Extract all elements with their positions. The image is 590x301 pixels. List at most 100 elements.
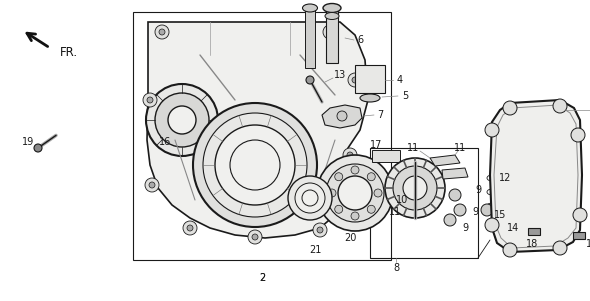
Circle shape: [252, 234, 258, 240]
Circle shape: [327, 29, 333, 35]
Ellipse shape: [360, 94, 380, 102]
Circle shape: [326, 164, 384, 222]
Circle shape: [335, 173, 343, 181]
Text: 9: 9: [462, 223, 468, 233]
Circle shape: [248, 230, 262, 244]
Bar: [528, 228, 540, 235]
Text: 18: 18: [526, 239, 538, 249]
Text: 16: 16: [159, 137, 171, 147]
Circle shape: [203, 113, 307, 217]
Circle shape: [374, 189, 382, 197]
Text: 11: 11: [389, 207, 401, 217]
Circle shape: [295, 183, 325, 213]
Text: 10: 10: [396, 195, 408, 205]
Bar: [355, 65, 385, 93]
Text: 2: 2: [259, 273, 265, 283]
Polygon shape: [442, 168, 468, 179]
Circle shape: [147, 97, 153, 103]
Circle shape: [328, 189, 336, 197]
Circle shape: [34, 144, 42, 152]
Text: 4: 4: [397, 75, 403, 85]
Circle shape: [155, 25, 169, 39]
Circle shape: [159, 29, 165, 35]
Circle shape: [403, 176, 427, 200]
Text: 17: 17: [370, 140, 382, 150]
Text: 13: 13: [334, 70, 346, 80]
Circle shape: [193, 103, 317, 227]
Circle shape: [337, 111, 347, 121]
Polygon shape: [147, 22, 368, 238]
Text: 19: 19: [22, 137, 34, 147]
Bar: [573, 232, 585, 239]
Bar: [370, 148, 478, 258]
Circle shape: [149, 182, 155, 188]
Text: 5: 5: [402, 91, 408, 101]
Circle shape: [347, 152, 353, 158]
Text: 2: 2: [259, 273, 265, 283]
Bar: [488, 220, 504, 230]
Circle shape: [385, 158, 445, 218]
Circle shape: [503, 101, 517, 115]
Text: 6: 6: [357, 35, 363, 45]
Text: 9: 9: [475, 185, 481, 195]
Ellipse shape: [303, 4, 317, 12]
Circle shape: [143, 93, 157, 107]
Circle shape: [288, 176, 332, 220]
Circle shape: [485, 123, 499, 137]
Circle shape: [449, 189, 461, 201]
Text: 15: 15: [494, 210, 506, 220]
Circle shape: [351, 166, 359, 174]
Circle shape: [187, 225, 193, 231]
Circle shape: [155, 93, 209, 147]
Bar: [305, 8, 315, 68]
Circle shape: [454, 204, 466, 216]
Circle shape: [183, 221, 197, 235]
Circle shape: [343, 148, 357, 162]
Circle shape: [367, 173, 375, 181]
Polygon shape: [430, 155, 460, 166]
Circle shape: [348, 73, 362, 87]
Polygon shape: [490, 100, 582, 252]
Text: 9: 9: [472, 207, 478, 217]
Circle shape: [367, 205, 375, 213]
Circle shape: [335, 205, 343, 213]
Circle shape: [168, 106, 196, 134]
Circle shape: [323, 25, 337, 39]
Circle shape: [573, 208, 587, 222]
Circle shape: [317, 155, 393, 231]
Text: 21: 21: [309, 245, 321, 255]
Text: 20: 20: [344, 233, 356, 243]
Circle shape: [553, 241, 567, 255]
Text: 11: 11: [407, 143, 419, 153]
Circle shape: [503, 243, 517, 257]
Text: FR.: FR.: [60, 45, 78, 58]
Text: 18: 18: [586, 239, 590, 249]
Text: 11: 11: [454, 143, 466, 153]
Bar: [326, 8, 338, 63]
Circle shape: [145, 178, 159, 192]
Ellipse shape: [323, 4, 341, 13]
Text: 14: 14: [507, 223, 519, 233]
Circle shape: [571, 128, 585, 142]
Circle shape: [215, 125, 295, 205]
Bar: [372, 150, 400, 162]
Circle shape: [317, 227, 323, 233]
Circle shape: [302, 190, 318, 206]
Polygon shape: [322, 105, 362, 128]
Text: 7: 7: [377, 110, 383, 120]
Circle shape: [146, 84, 218, 156]
Circle shape: [306, 76, 314, 84]
Circle shape: [393, 166, 437, 210]
Circle shape: [313, 223, 327, 237]
Text: 12: 12: [499, 173, 511, 183]
Circle shape: [338, 176, 372, 210]
Circle shape: [444, 214, 456, 226]
Circle shape: [481, 204, 493, 216]
Circle shape: [351, 212, 359, 220]
Bar: [133, 12, 391, 260]
Circle shape: [485, 218, 499, 232]
Circle shape: [352, 77, 358, 83]
Ellipse shape: [325, 13, 339, 20]
Circle shape: [553, 99, 567, 113]
Text: 8: 8: [393, 263, 399, 273]
